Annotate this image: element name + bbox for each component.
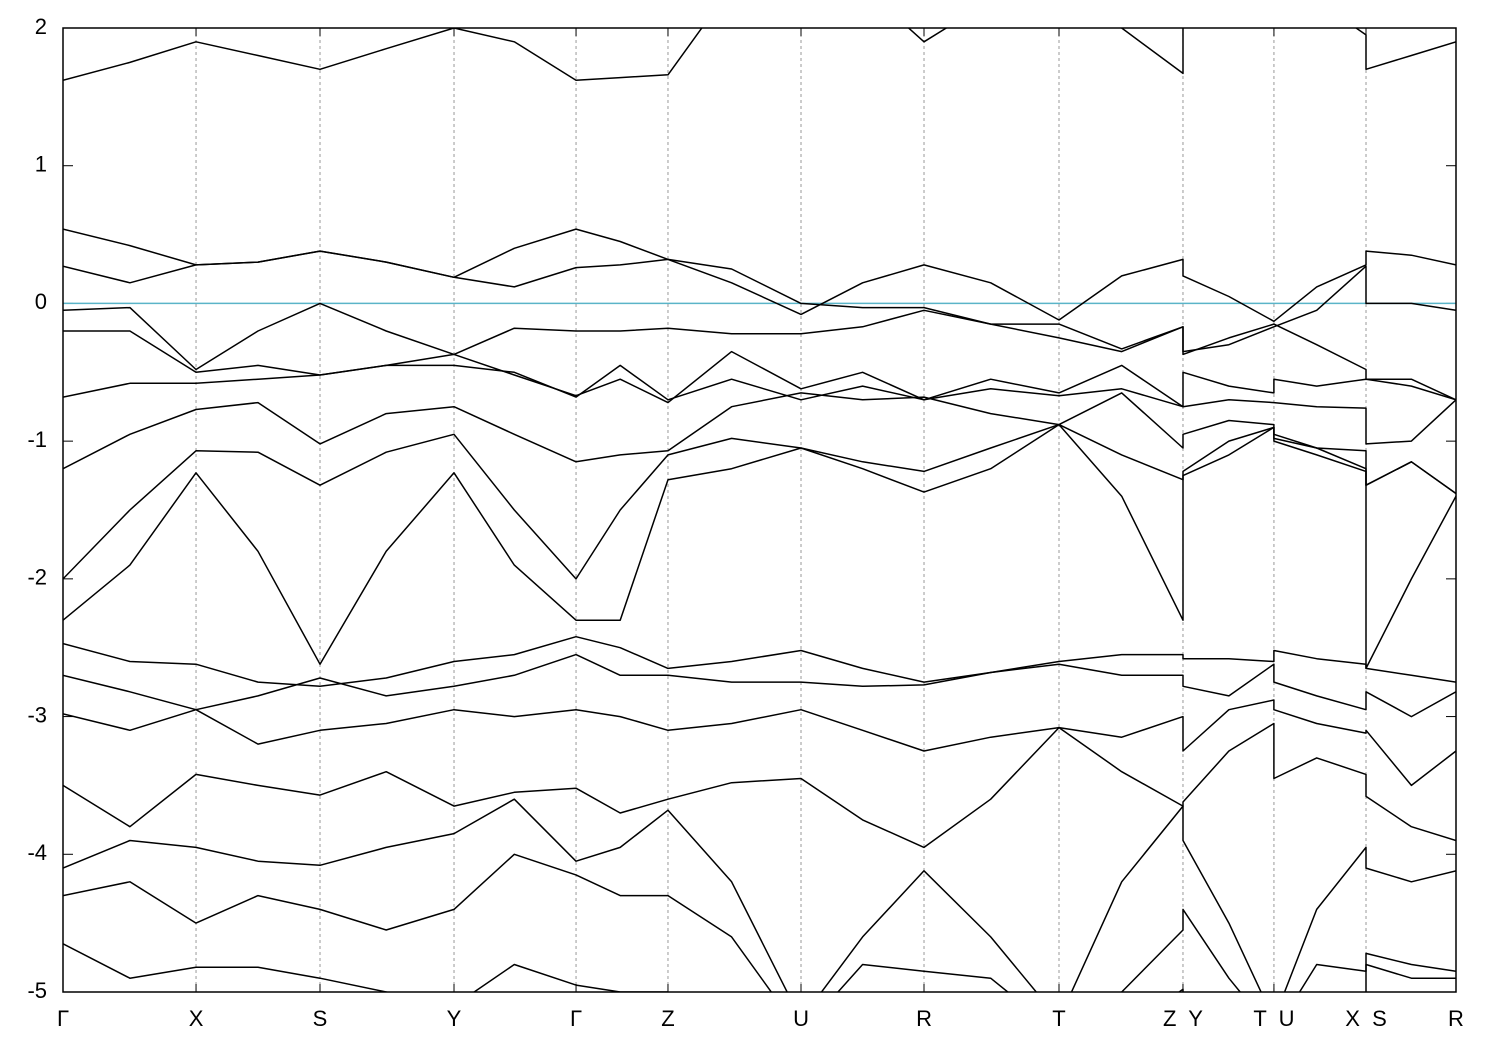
y-tick-label: -4 bbox=[27, 840, 47, 865]
x-tick-label: Γ bbox=[570, 1006, 582, 1031]
band-line bbox=[63, 722, 1456, 849]
x-tick-label: Z Y bbox=[1163, 1006, 1203, 1031]
band-line bbox=[63, 392, 1456, 495]
band-line bbox=[63, 364, 1456, 445]
band-line bbox=[63, 853, 1456, 992]
bands bbox=[63, 28, 1456, 992]
x-tick-label: U bbox=[793, 1006, 809, 1031]
x-tick-label: Y bbox=[447, 1006, 462, 1031]
x-tick-label: X S bbox=[1345, 1006, 1387, 1031]
band-line bbox=[63, 250, 1456, 353]
band-line bbox=[63, 28, 1456, 82]
x-tick-label: R bbox=[1448, 1006, 1464, 1031]
y-tick-label: 1 bbox=[35, 152, 47, 177]
y-tick-label: -5 bbox=[27, 978, 47, 1003]
x-tick-label: X bbox=[189, 1006, 204, 1031]
x-tick-label: S bbox=[313, 1006, 328, 1031]
band-line bbox=[63, 798, 1456, 992]
x-tick-label: R bbox=[916, 1006, 932, 1031]
x-tick-label: Γ bbox=[57, 1006, 69, 1031]
band-line bbox=[63, 423, 1456, 665]
band-line bbox=[63, 653, 1456, 718]
y-tick-label: 0 bbox=[35, 289, 47, 314]
x-tick-label: T bbox=[1052, 1006, 1065, 1031]
band-line bbox=[63, 943, 1456, 992]
band-line bbox=[63, 228, 1456, 323]
x-tick-label: Z bbox=[661, 1006, 674, 1031]
y-tick-label: -1 bbox=[27, 427, 47, 452]
band-line bbox=[63, 330, 1456, 408]
band-line bbox=[63, 699, 1456, 787]
x-tick-label: T U bbox=[1253, 1006, 1294, 1031]
y-tick-label: -3 bbox=[27, 702, 47, 727]
band-line bbox=[63, 635, 1456, 688]
y-tick-label: -2 bbox=[27, 565, 47, 590]
band-line bbox=[63, 302, 1456, 401]
band-line bbox=[63, 423, 1456, 670]
plot-frame bbox=[62, 27, 1457, 993]
y-tick-label: 2 bbox=[35, 14, 47, 39]
